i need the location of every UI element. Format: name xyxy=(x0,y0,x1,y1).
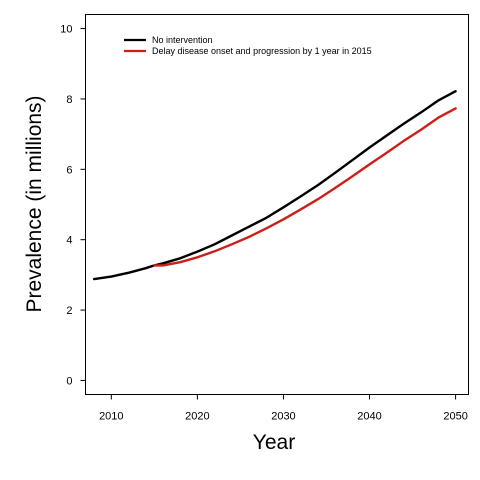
series-line-2 xyxy=(153,107,457,267)
y-axis-title: Prevalence (in millions) xyxy=(23,95,46,312)
y-tick-label: 10 xyxy=(60,24,72,36)
x-tick-label: 2020 xyxy=(185,411,209,423)
x-tick-label: 2050 xyxy=(443,411,467,423)
x-tick-label: 2040 xyxy=(357,411,381,423)
plot-frame xyxy=(85,14,469,395)
legend-label-2: Delay disease onset and progression by 1… xyxy=(152,46,372,56)
x-tick-label: 2010 xyxy=(99,411,123,423)
y-tick-label: 0 xyxy=(66,375,72,387)
x-axis: 2010 2020 2030 2040 2050 xyxy=(99,394,468,423)
x-axis-title: Year xyxy=(253,431,295,454)
series-layer xyxy=(92,89,457,281)
y-tick-label: 2 xyxy=(66,305,72,317)
y-tick-label: 8 xyxy=(66,94,72,106)
x-tick-label: 2030 xyxy=(271,411,295,423)
y-axis: 0 2 4 6 8 10 xyxy=(60,24,86,387)
legend-label-1: No intervention xyxy=(152,35,213,45)
series-line-1 xyxy=(92,89,457,281)
y-tick-label: 6 xyxy=(66,164,72,176)
y-tick-label: 4 xyxy=(66,235,72,247)
